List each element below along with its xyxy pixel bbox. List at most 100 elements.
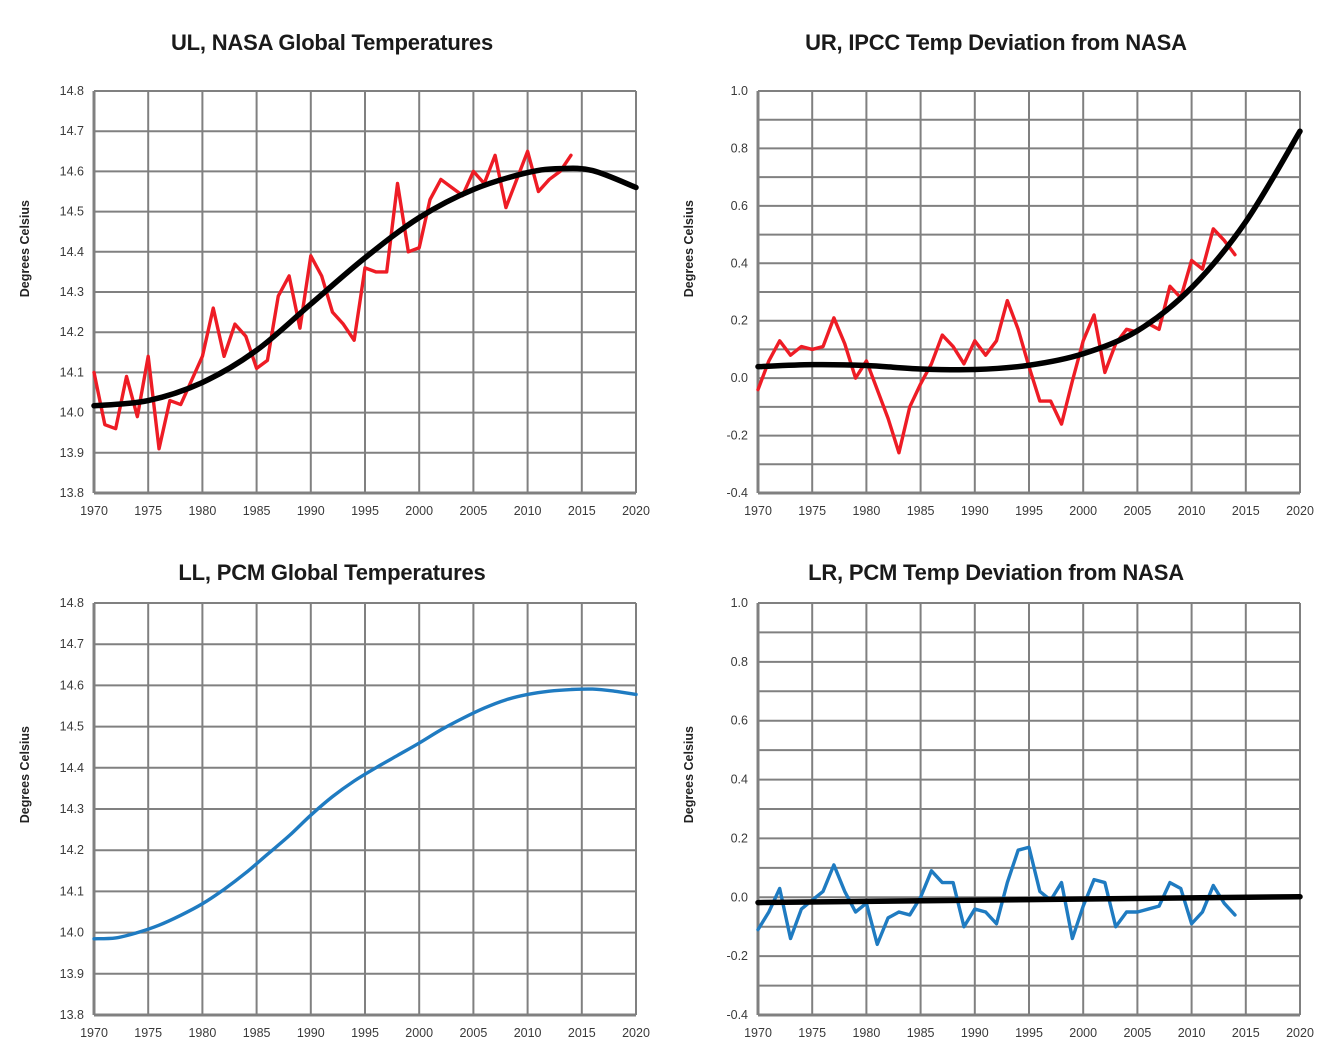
svg-text:13.8: 13.8	[60, 1008, 84, 1022]
svg-text:2015: 2015	[568, 1026, 596, 1040]
panel-ul-title: UL, NASA Global Temperatures	[170, 30, 493, 55]
svg-text:-0.2: -0.2	[726, 949, 748, 963]
svg-text:14.4: 14.4	[60, 761, 84, 775]
series-UL-0	[92, 149, 573, 451]
svg-text:2020: 2020	[1286, 1026, 1314, 1040]
svg-text:2020: 2020	[622, 1026, 650, 1040]
panel-ur-plot: -0.4 -0.2 0.0 0.2 0.4 0.6 0.8 1.0 1970 1975 1980 19…	[664, 0, 1328, 530]
svg-text:2020: 2020	[622, 504, 650, 518]
svg-text:14.6: 14.6	[60, 164, 84, 178]
svg-text:14.6: 14.6	[60, 678, 84, 692]
plot-frame	[92, 602, 637, 1017]
svg-text:2015: 2015	[568, 504, 596, 518]
svg-text:1970: 1970	[744, 504, 772, 518]
svg-text:1985: 1985	[907, 1026, 935, 1040]
svg-text:1.0: 1.0	[731, 84, 748, 98]
panel-ul: UL, NASA Global Temperatures Degrees Cel…	[0, 0, 664, 530]
series-UR-0	[756, 227, 1237, 455]
svg-text:14.3: 14.3	[60, 285, 84, 299]
svg-text:0.2: 0.2	[731, 831, 748, 845]
svg-text:1995: 1995	[351, 504, 379, 518]
svg-text:14.1: 14.1	[60, 884, 84, 898]
svg-text:-0.4: -0.4	[726, 486, 748, 500]
svg-text:14.8: 14.8	[60, 596, 84, 610]
svg-text:1970: 1970	[80, 1026, 108, 1040]
svg-text:14.0: 14.0	[60, 926, 84, 940]
svg-text:2000: 2000	[405, 1026, 433, 1040]
x-tick-labels: 1970 1975 1980 1985 1990 1995 2000 2005 2010 2015…	[744, 1026, 1314, 1040]
svg-text:0.0: 0.0	[731, 371, 748, 385]
y-tick-labels: 13.8 13.9 14.0 14.1 14.2 14.3 14.4 14.5 14.6 14.7…	[60, 84, 84, 500]
svg-text:14.2: 14.2	[60, 325, 84, 339]
y-tick-labels: -0.4 -0.2 0.0 0.2 0.4 0.6 0.8 1.0	[726, 596, 748, 1022]
panel-lr-title: LR, PCM Temp Deviation from NASA	[808, 560, 1184, 585]
y-tick-labels: -0.4 -0.2 0.0 0.2 0.4 0.6 0.8 1.0	[726, 84, 748, 500]
svg-text:2020: 2020	[1286, 504, 1314, 518]
x-tick-labels: 1970 1975 1980 1985 1990 1995 2000 2005 2010 2015…	[744, 504, 1314, 518]
panel-ul-svg: 13.8 13.9 14.0 14.1 14.2 14.3 14.4 14.5 14.6 14.7…	[60, 84, 650, 518]
panel-ul-plot: 13.8 13.9 14.0 14.1 14.2 14.3 14.4 14.5 14.6 14.7…	[0, 0, 664, 530]
svg-text:1985: 1985	[907, 504, 935, 518]
x-tick-labels: 1970 1975 1980 1985 1990 1995 2000 2005 2010 2015…	[80, 1026, 650, 1040]
svg-text:2015: 2015	[1232, 1026, 1260, 1040]
svg-text:1975: 1975	[798, 504, 826, 518]
svg-text:1995: 1995	[1015, 1026, 1043, 1040]
plot-frame	[756, 90, 1301, 495]
y-tick-labels: 13.8 13.9 14.0 14.1 14.2 14.3 14.4 14.5 14.6 14.7…	[60, 596, 84, 1022]
svg-text:14.5: 14.5	[60, 205, 84, 219]
svg-text:1990: 1990	[961, 504, 989, 518]
svg-text:2005: 2005	[459, 1026, 487, 1040]
svg-text:-0.2: -0.2	[726, 429, 748, 443]
svg-text:2005: 2005	[1123, 1026, 1151, 1040]
svg-text:1990: 1990	[297, 504, 325, 518]
svg-text:14.7: 14.7	[60, 124, 84, 138]
svg-text:0.8: 0.8	[731, 655, 748, 669]
panel-ll-svg: 13.8 13.9 14.0 14.1 14.2 14.3 14.4 14.5 14.6 14.7…	[60, 596, 650, 1040]
panel-ur-title: UR, IPCC Temp Deviation from NASA	[805, 30, 1187, 55]
panel-ll: LL, PCM Global Temperatures Degrees Cels…	[0, 530, 664, 1057]
svg-text:13.9: 13.9	[60, 967, 84, 981]
svg-text:1980: 1980	[188, 1026, 216, 1040]
panel-ll-plot: 13.8 13.9 14.0 14.1 14.2 14.3 14.4 14.5 14.6 14.7…	[0, 530, 664, 1057]
svg-text:1970: 1970	[744, 1026, 772, 1040]
svg-text:0.6: 0.6	[731, 714, 748, 728]
panel-ur: UR, IPCC Temp Deviation from NASA Degree…	[664, 0, 1328, 530]
svg-text:2010: 2010	[514, 1026, 542, 1040]
svg-text:1980: 1980	[852, 504, 880, 518]
series-LR-0	[756, 845, 1237, 947]
plot-frame	[756, 602, 1301, 1017]
svg-text:1990: 1990	[297, 1026, 325, 1040]
svg-text:14.7: 14.7	[60, 637, 84, 651]
svg-text:0.8: 0.8	[731, 141, 748, 155]
svg-text:2000: 2000	[1069, 1026, 1097, 1040]
svg-text:1990: 1990	[961, 1026, 989, 1040]
panel-ll-title: LL, PCM Global Temperatures	[178, 560, 486, 585]
svg-text:2000: 2000	[1069, 504, 1097, 518]
svg-text:2015: 2015	[1232, 504, 1260, 518]
series-UR-1	[755, 128, 1303, 373]
svg-text:0.0: 0.0	[731, 890, 748, 904]
svg-text:0.4: 0.4	[731, 256, 748, 270]
svg-text:14.1: 14.1	[60, 365, 84, 379]
svg-text:-0.4: -0.4	[726, 1008, 748, 1022]
series-LR-1	[755, 893, 1303, 906]
svg-text:0.6: 0.6	[731, 199, 748, 213]
svg-text:14.5: 14.5	[60, 720, 84, 734]
svg-text:13.9: 13.9	[60, 446, 84, 460]
panel-lr: LR, PCM Temp Deviation from NASA Degrees…	[664, 530, 1328, 1057]
svg-text:14.0: 14.0	[60, 406, 84, 420]
plot-frame	[92, 90, 637, 495]
svg-text:14.2: 14.2	[60, 843, 84, 857]
svg-text:2010: 2010	[514, 504, 542, 518]
svg-text:2000: 2000	[405, 504, 433, 518]
x-tick-labels: 1970 1975 1980 1985 1990 1995 2000 2005 2010 2015…	[80, 504, 650, 518]
svg-text:14.3: 14.3	[60, 802, 84, 816]
svg-text:1995: 1995	[1015, 504, 1043, 518]
svg-text:14.8: 14.8	[60, 84, 84, 98]
svg-text:1985: 1985	[243, 504, 271, 518]
svg-text:1970: 1970	[80, 504, 108, 518]
svg-text:2005: 2005	[1123, 504, 1151, 518]
svg-text:2005: 2005	[459, 504, 487, 518]
